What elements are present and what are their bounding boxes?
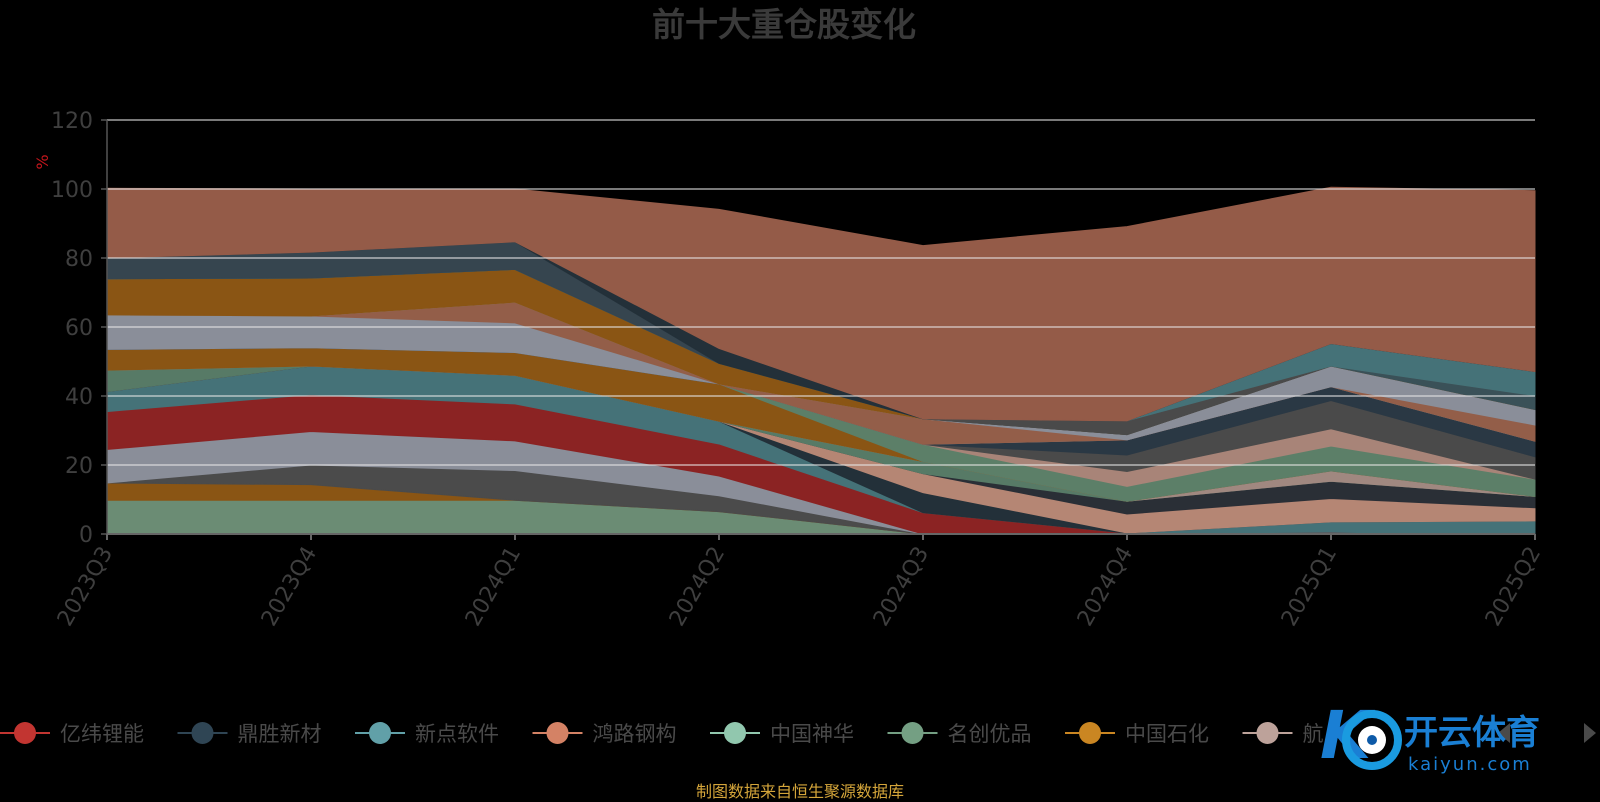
- y-tick-label: 0: [79, 523, 93, 548]
- y-tick-label: 100: [51, 178, 93, 203]
- legend-marker-icon: [901, 722, 924, 744]
- y-tick-label: 80: [65, 247, 93, 272]
- legend-marker-icon: [1256, 722, 1279, 744]
- legend-label: 中国神华: [770, 722, 854, 746]
- legend-item-6[interactable]: 中国石化: [1065, 722, 1209, 746]
- chart-title: 前十大重仓股变化: [652, 5, 916, 44]
- gridlines: [107, 119, 1535, 466]
- legend-item-1[interactable]: 鼎胜新材: [177, 722, 322, 746]
- legend-label: 亿纬锂能: [60, 722, 144, 746]
- legend-label: 新点软件: [415, 722, 499, 746]
- x-tick-label: 2024Q4: [1073, 543, 1138, 631]
- y-tick-label: 120: [51, 109, 93, 134]
- legend-label: 鸿路钢构: [593, 722, 677, 746]
- legend-prev-icon[interactable]: [1498, 723, 1510, 743]
- y-axis-unit: %: [33, 154, 52, 169]
- legend-item-2[interactable]: 新点软件: [355, 722, 499, 746]
- watermark-brand: 开云体育: [1404, 713, 1540, 753]
- legend-item-7[interactable]: 航: [1242, 722, 1324, 746]
- x-tick-label: 2024Q1: [461, 543, 526, 631]
- legend-label: 鼎胜新材: [238, 722, 322, 746]
- legend-marker-icon: [14, 722, 36, 744]
- area-series-group: [106, 186, 1536, 535]
- legend-marker-icon: [546, 722, 569, 744]
- watermark-sub: kaiyun.com: [1408, 754, 1532, 775]
- x-tick-label: 2023Q3: [53, 543, 118, 631]
- data-source-note: 制图数据来自恒生聚源数据库: [695, 782, 904, 801]
- legend-item-3[interactable]: 鸿路钢构: [532, 722, 677, 746]
- legend-label: 中国石化: [1125, 722, 1209, 746]
- x-tick-label: 2025Q1: [1277, 543, 1342, 631]
- legend[interactable]: 亿纬锂能 鼎胜新材 新点软件 鸿路钢构 中国神华 名创优品 中国石化 航: [0, 722, 1596, 746]
- legend-marker-icon: [724, 722, 746, 744]
- legend-marker-icon: [369, 722, 391, 744]
- area-series-25: [106, 186, 1536, 422]
- kaiyun-watermark: K 开云体育 kaiyun.com: [1320, 700, 1540, 775]
- legend-label: 名创优品: [948, 722, 1032, 746]
- x-tick-label: 2023Q4: [257, 543, 322, 631]
- legend-item-0[interactable]: 亿纬锂能: [0, 722, 144, 746]
- legend-marker-icon: [191, 722, 214, 744]
- x-tick-label: 2024Q2: [665, 543, 730, 631]
- y-tick-label: 60: [65, 316, 93, 341]
- y-tick-label: 20: [65, 454, 93, 479]
- legend-item-4[interactable]: 中国神华: [710, 722, 854, 746]
- legend-label: 航: [1303, 722, 1324, 746]
- legend-marker-icon: [1079, 722, 1101, 744]
- logo-ring-icon: [1342, 710, 1402, 770]
- legend-next-icon[interactable]: [1584, 723, 1596, 743]
- legend-item-5[interactable]: 名创优品: [887, 722, 1032, 746]
- x-tick-label: 2024Q3: [869, 543, 934, 631]
- y-tick-label: 40: [65, 385, 93, 410]
- x-tick-label: 2025Q2: [1481, 543, 1546, 631]
